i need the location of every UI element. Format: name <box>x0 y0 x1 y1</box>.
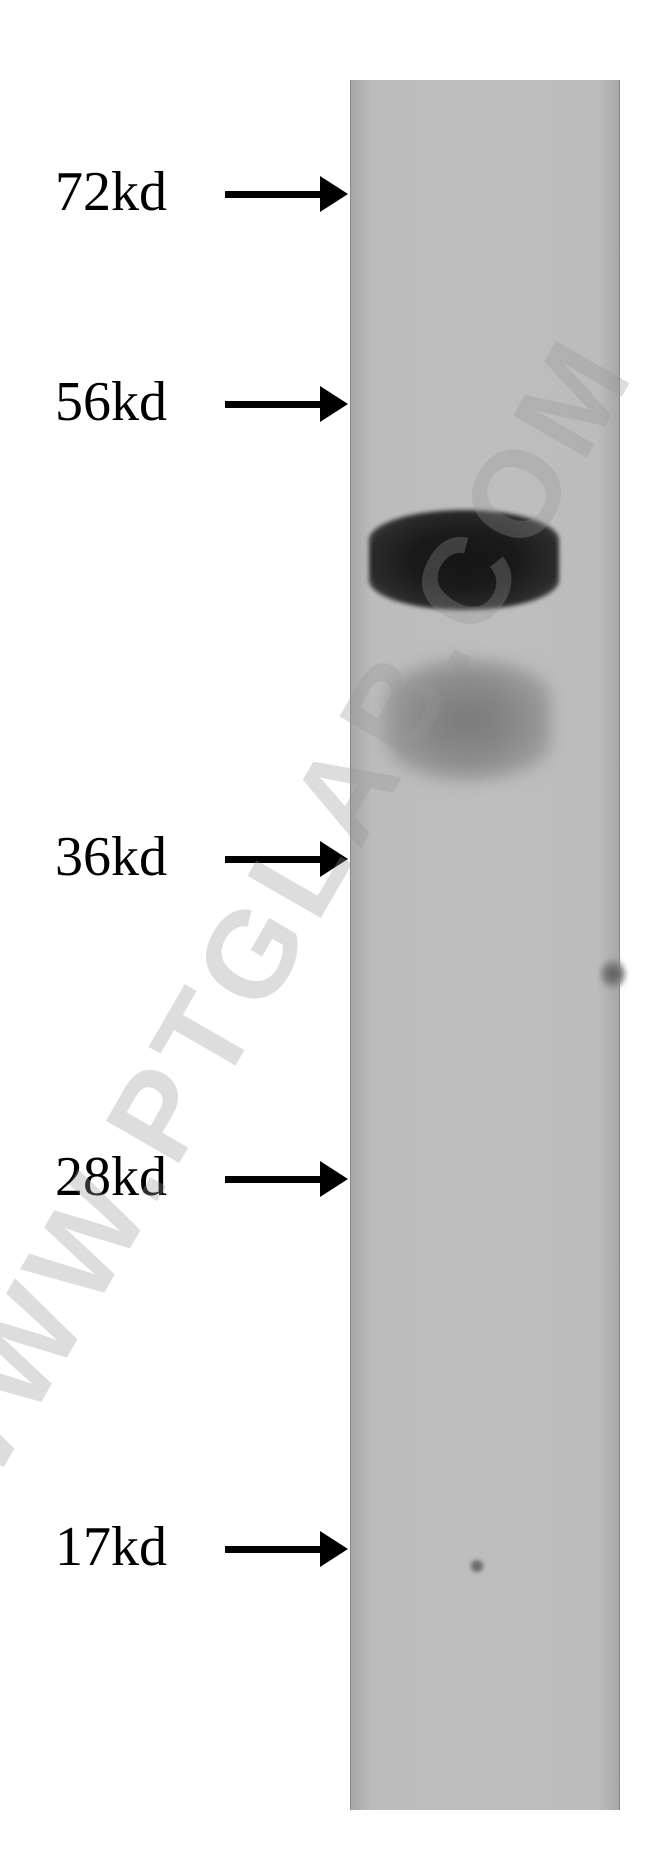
artifact-spot-right <box>601 960 625 988</box>
lane-gradient <box>351 80 619 1810</box>
marker-arrow-56kd <box>225 386 348 422</box>
marker-arrow-72kd <box>225 176 348 212</box>
marker-label-17kd: 17kd <box>55 1515 167 1579</box>
arrow-line <box>225 1176 320 1183</box>
blot-lane <box>350 80 620 1810</box>
artifact-spot-lower <box>471 1560 483 1572</box>
band-secondary-faint <box>386 660 551 780</box>
marker-arrow-17kd <box>225 1531 348 1567</box>
arrow-line <box>225 191 320 198</box>
marker-label-56kd: 56kd <box>55 370 167 434</box>
marker-arrow-28kd <box>225 1161 348 1197</box>
arrow-head-icon <box>320 841 348 877</box>
band-primary <box>369 510 559 610</box>
arrow-head-icon <box>320 176 348 212</box>
arrow-line <box>225 401 320 408</box>
arrow-head-icon <box>320 1531 348 1567</box>
marker-label-28kd: 28kd <box>55 1145 167 1209</box>
western-blot-figure: 72kd 56kd 36kd 28kd 17kd WWW.PTGLAB.COM <box>0 0 650 1855</box>
arrow-line <box>225 856 320 863</box>
arrow-line <box>225 1546 320 1553</box>
arrow-head-icon <box>320 386 348 422</box>
marker-label-36kd: 36kd <box>55 825 167 889</box>
arrow-head-icon <box>320 1161 348 1197</box>
marker-label-72kd: 72kd <box>55 160 167 224</box>
marker-arrow-36kd <box>225 841 348 877</box>
